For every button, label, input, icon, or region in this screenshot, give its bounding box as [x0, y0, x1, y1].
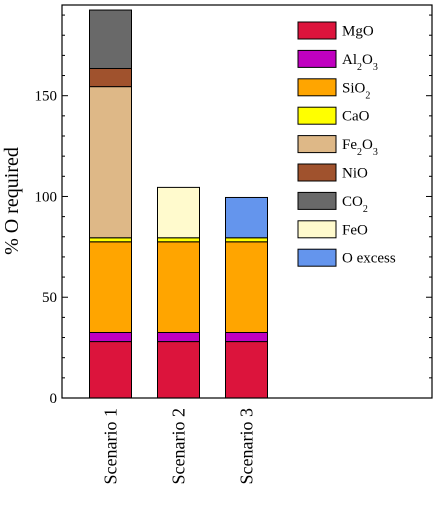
bar-segment-al2o3-2 — [157, 332, 200, 343]
bar-segment-cao-2 — [157, 237, 200, 243]
x-category-label: Scenario 2 — [169, 408, 189, 484]
legend-label: MgO — [342, 24, 374, 40]
legend-entry: CaO — [297, 106, 370, 125]
legend-label: SiO2 — [342, 80, 370, 101]
bar-segment-sio2-2 — [157, 241, 200, 333]
bar-segment-sio2-1 — [89, 241, 132, 333]
bar-segment-co2-1 — [89, 9, 132, 69]
legend-swatch — [297, 220, 337, 239]
legend-entry: MgO — [297, 21, 374, 40]
legend-entry: CO2 — [297, 191, 368, 215]
legend-swatch — [297, 106, 337, 125]
x-category-label: Scenario 3 — [237, 408, 257, 484]
legend-swatch — [297, 191, 337, 210]
bar-segment-al2o3-3 — [225, 332, 268, 343]
legend-entry: FeO — [297, 220, 368, 239]
bar-segment-nio-1 — [89, 67, 132, 88]
legend-entry: SiO2 — [297, 78, 370, 101]
legend-swatch — [297, 78, 337, 97]
legend-swatch — [297, 49, 337, 68]
bar-segment-feo-2 — [157, 186, 200, 239]
bar-segment-sio2-3 — [225, 241, 268, 333]
bar-segment-cao-1 — [89, 237, 132, 243]
y-tick-label: 150 — [35, 89, 58, 105]
legend-label: Al2O3 — [342, 52, 378, 73]
legend-label: FeO — [342, 222, 368, 238]
bar-segment-cao-3 — [225, 237, 268, 243]
y-tick-label: 100 — [35, 189, 58, 205]
y-tick-label: 0 — [50, 391, 58, 407]
x-category-labels: Scenario 1 Scenario 2 Scenario 3 — [101, 408, 257, 484]
bar-segment-mgo-2 — [157, 341, 200, 399]
bar-segment-al2o3-1 — [89, 332, 132, 343]
plot-frame — [61, 4, 433, 399]
bar-segment-fe2o3-1 — [89, 86, 132, 239]
legend-label: CaO — [342, 109, 370, 125]
bar-segment-mgo-3 — [225, 341, 268, 399]
y-ticks-layer: 0 50 100 150 — [35, 14, 432, 407]
legend-swatch — [297, 21, 337, 40]
y-tick-label: 50 — [42, 290, 57, 306]
legend-label: O excess — [342, 251, 396, 267]
legend-label: Fe2O3 — [342, 137, 378, 158]
legend-entry: NiO — [297, 163, 368, 182]
legend-swatch — [297, 248, 337, 267]
bars-layer — [89, 9, 268, 399]
x-category-label: Scenario 1 — [101, 408, 121, 484]
legend-entry: O excess — [297, 248, 396, 267]
legend-entry: Al2O3 — [297, 49, 378, 73]
legend-swatch — [297, 135, 337, 154]
legend: MgO Al2O3 SiO2 CaO Fe2O3 NiO CO2 FeO O excess — [297, 21, 396, 267]
legend-label: CO2 — [342, 194, 368, 215]
legend-entry: Fe2O3 — [297, 135, 378, 158]
bar-segment-o-excess-3 — [225, 196, 268, 239]
legend-swatch — [297, 163, 337, 182]
bar-segment-mgo-1 — [89, 341, 132, 399]
legend-label: NiO — [342, 166, 368, 182]
y-axis-label: % O required — [1, 147, 23, 255]
